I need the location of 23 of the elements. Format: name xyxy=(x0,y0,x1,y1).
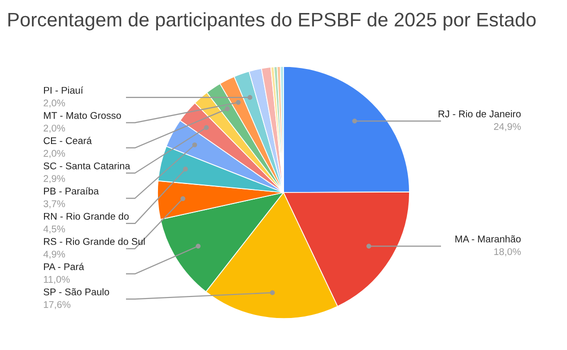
slice-label: MT - Mato Grosso xyxy=(44,112,121,119)
slice-label: RN - Rio Grande do xyxy=(44,212,129,220)
data-label: 2,9% xyxy=(44,175,66,184)
data-label: 4,9% xyxy=(43,250,66,259)
data-label: 11,0% xyxy=(44,276,70,284)
slice-label: RS - Rio Grande do Sul xyxy=(44,238,145,245)
slice-label: PB - Paraíba xyxy=(44,187,99,195)
data-label: 2,0% xyxy=(44,100,66,108)
data-label: 2,0% xyxy=(44,124,66,133)
slice-label: SC - Santa Catarina xyxy=(44,162,130,170)
data-label: 17,6% xyxy=(44,301,70,310)
slice-label: SP - São Paulo xyxy=(44,288,110,296)
data-label: 18,0% xyxy=(494,248,521,256)
slice-label: CE - Ceará xyxy=(44,136,92,144)
slice-label: PA - Pará xyxy=(44,262,84,270)
data-label: 3,7% xyxy=(44,200,66,208)
data-label: 2,0% xyxy=(44,150,66,158)
data-label: 24,9% xyxy=(494,123,521,132)
slice-label: RJ - Rio de Janeiro xyxy=(438,110,521,118)
slice-label: MA - Maranhão xyxy=(455,235,521,242)
chart-title: Porcentagem de participantes do EPSBF de 2025 por Estado xyxy=(8,12,536,30)
data-label: 4,5% xyxy=(43,226,66,234)
slice-label: PI - Piauí xyxy=(44,86,84,94)
